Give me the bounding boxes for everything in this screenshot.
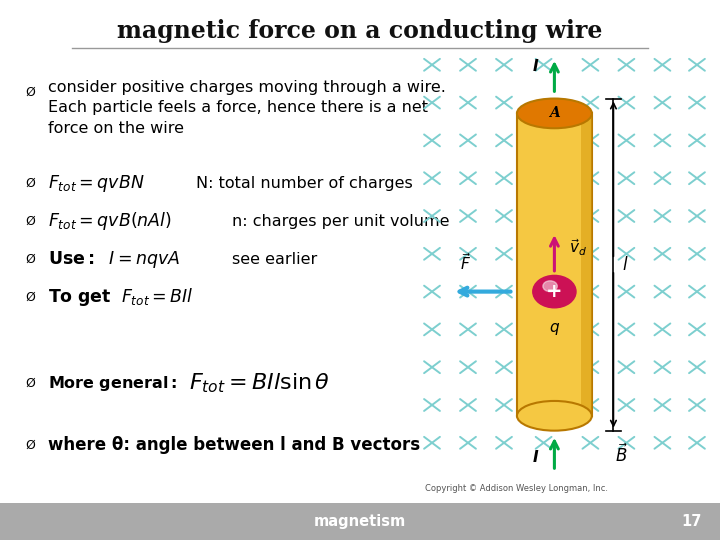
Text: 17: 17 — [682, 514, 702, 529]
Text: consider positive charges moving through a wire.
Each particle feels a force, he: consider positive charges moving through… — [48, 80, 446, 136]
Bar — [517, 113, 592, 416]
Text: Ø: Ø — [25, 215, 35, 228]
Text: magnetic force on a conducting wire: magnetic force on a conducting wire — [117, 19, 603, 43]
Text: Copyright © Addison Wesley Longman, Inc.: Copyright © Addison Wesley Longman, Inc. — [425, 484, 608, 493]
Text: Ø: Ø — [25, 291, 35, 303]
Text: $\mathbf{More\ general:}$: $\mathbf{More\ general:}$ — [48, 374, 178, 393]
Text: Ø: Ø — [25, 253, 35, 266]
Text: Ø: Ø — [25, 85, 35, 98]
Text: Ø: Ø — [25, 439, 35, 452]
Circle shape — [533, 275, 576, 308]
Circle shape — [543, 281, 557, 292]
Text: I: I — [533, 450, 539, 465]
Text: Ø: Ø — [25, 377, 35, 390]
Text: q: q — [549, 320, 559, 335]
Text: +: + — [546, 282, 562, 301]
Text: Ø: Ø — [25, 177, 35, 190]
Text: $\vec{B}$: $\vec{B}$ — [615, 444, 628, 466]
Bar — [0, 503, 720, 540]
Ellipse shape — [517, 98, 592, 128]
Bar — [581, 113, 592, 416]
Text: A: A — [549, 106, 559, 120]
Text: l: l — [622, 255, 626, 274]
Text: magnetism: magnetism — [314, 514, 406, 529]
Text: $\mathbf{Use:}$  $I = nqvA$: $\mathbf{Use:}$ $I = nqvA$ — [48, 249, 181, 269]
Text: n: charges per unit volume: n: charges per unit volume — [232, 214, 449, 229]
Text: where θ: angle between l and B vectors: where θ: angle between l and B vectors — [48, 436, 420, 455]
Text: $\vec{v}_d$: $\vec{v}_d$ — [569, 237, 587, 258]
Text: $F_{tot} = qvB(nAl)$: $F_{tot} = qvB(nAl)$ — [48, 211, 172, 232]
Text: $\vec{F}$: $\vec{F}$ — [459, 252, 471, 273]
Text: $F_{tot} = qvBN$: $F_{tot} = qvBN$ — [48, 173, 145, 194]
Ellipse shape — [517, 401, 592, 431]
Text: N: total number of charges: N: total number of charges — [196, 176, 413, 191]
Text: see earlier: see earlier — [232, 252, 317, 267]
Text: $\mathbf{To\ get}$  $F_{tot} = BIl$: $\mathbf{To\ get}$ $F_{tot} = BIl$ — [48, 286, 194, 308]
Text: $F_{tot} = BIl\sin\theta$: $F_{tot} = BIl\sin\theta$ — [189, 372, 330, 395]
Text: I: I — [533, 59, 539, 73]
